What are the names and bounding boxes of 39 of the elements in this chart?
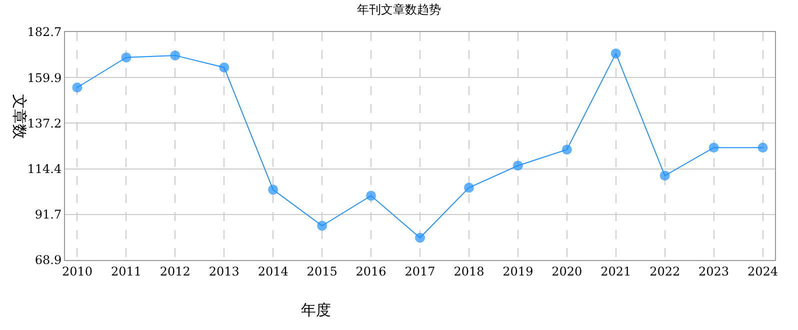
x-tick-label: 2015 — [306, 264, 338, 278]
x-tick-label: 2021 — [600, 264, 632, 278]
x-axis-title: 年度 — [301, 301, 331, 319]
point — [512, 160, 523, 171]
x-tick-label: 2012 — [160, 264, 190, 278]
point — [464, 182, 474, 193]
x-tick-label: 2024 — [747, 264, 778, 278]
x-tick-label: 2020 — [552, 264, 582, 278]
y-axis-title: 文章数 — [10, 94, 29, 140]
x-tick-label: 2016 — [356, 264, 386, 278]
point — [268, 184, 278, 195]
point — [170, 50, 180, 60]
x-tick-label: 2018 — [454, 264, 484, 278]
point — [708, 142, 719, 153]
x-tick-label: 2013 — [208, 264, 240, 278]
point — [415, 232, 425, 243]
chart-title: 年刊文章数趋势 — [357, 2, 441, 16]
x-tick-label: 2022 — [650, 264, 680, 278]
y-tick-label: 91.7 — [34, 208, 62, 222]
x-tick-label: 2023 — [698, 264, 730, 278]
point — [366, 190, 376, 201]
point — [562, 144, 572, 155]
x-tick-label: 2011 — [110, 264, 142, 278]
point — [72, 82, 82, 92]
y-tick-label: 182.7 — [27, 25, 62, 40]
y-tick-label: 159.9 — [27, 70, 62, 85]
point — [121, 52, 132, 62]
point — [758, 142, 768, 153]
x-tick-label: 2014 — [258, 264, 289, 278]
y-tick-label: 114.4 — [27, 162, 62, 176]
x-tick-label: 2010 — [62, 264, 93, 278]
x-tick-label: 2017 — [404, 264, 436, 278]
point — [660, 170, 670, 181]
point — [317, 220, 328, 231]
x-tick-label: 2019 — [502, 264, 534, 278]
point — [219, 62, 230, 72]
point — [610, 48, 621, 58]
y-tick-label: 68.9 — [34, 253, 62, 268]
y-tick-label: 137.2 — [27, 116, 62, 130]
